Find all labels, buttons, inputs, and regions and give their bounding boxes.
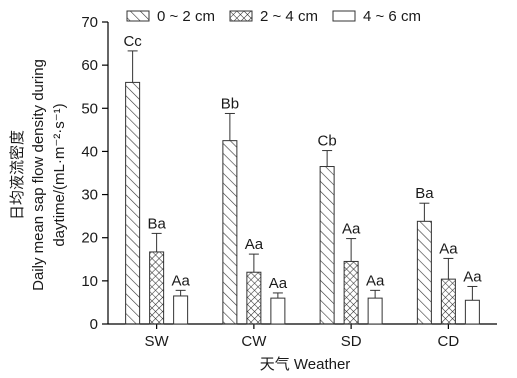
y-ticks: 0 10 20 30 40 50 60 70 — [81, 14, 108, 333]
bar — [440, 278, 456, 325]
significance-label: Ba — [415, 185, 434, 202]
x-tick-label: SW — [145, 333, 170, 350]
bar — [464, 299, 480, 325]
bar — [222, 140, 238, 325]
significance-label: Aa — [463, 268, 482, 285]
legend-label: 2 ~ 4 cm — [260, 8, 318, 25]
y-tick-label: 60 — [81, 57, 98, 74]
bar — [319, 166, 335, 325]
legend-swatch — [126, 10, 150, 22]
legend-label: 0 ~ 2 cm — [157, 8, 215, 25]
bar — [343, 260, 359, 325]
x-tick-label: CD — [438, 333, 460, 350]
legend-swatch — [229, 10, 253, 22]
bar — [125, 81, 141, 325]
significance-label: Cc — [123, 33, 142, 50]
significance-label: Aa — [171, 272, 190, 289]
bar — [246, 271, 262, 325]
x-tick-label: SD — [341, 333, 362, 350]
bar — [270, 297, 286, 325]
y-axis-title-en-line1: Daily mean sap flow density during — [30, 59, 47, 291]
legend-label: 4 ~ 6 cm — [363, 8, 421, 25]
legend-swatch — [332, 10, 356, 22]
y-tick-label: 30 — [81, 187, 98, 204]
y-axis-title-en-line2: daytime/(mL·m⁻²·s⁻¹) — [51, 103, 68, 246]
significance-label: Aa — [342, 221, 361, 238]
y-tick-label: 70 — [81, 14, 98, 31]
significance-label: Bb — [221, 95, 239, 112]
bars: Cc Ba Aa Bb Aa Aa Cb Aa Aa Ba Aa Aa — [123, 33, 482, 325]
y-tick-label: 0 — [90, 316, 98, 333]
y-tick-label: 20 — [81, 230, 98, 247]
x-tick-label: CW — [241, 333, 267, 350]
significance-label: Aa — [366, 272, 385, 289]
legend: 0 ~ 2 cm 2 ~ 4 cm 4 ~ 6 cm — [126, 8, 421, 25]
significance-label: Aa — [269, 275, 288, 292]
bar — [416, 220, 432, 325]
bar — [367, 297, 383, 325]
significance-label: Cb — [318, 133, 337, 150]
significance-label: Aa — [245, 236, 264, 253]
bar — [173, 295, 189, 325]
y-axis-title: 日均液流密度 Daily mean sap flow density durin… — [9, 59, 68, 291]
y-tick-label: 40 — [81, 143, 98, 160]
y-tick-label: 50 — [81, 100, 98, 117]
plot-area: 0 10 20 30 40 50 60 70 SW CW SD CD Cc Ba Aa Bb Aa Aa Cb A… — [81, 14, 497, 350]
x-ticks: SW CW SD CD — [145, 324, 460, 350]
x-axis-title: 天气 Weather — [260, 356, 351, 373]
bar — [149, 251, 165, 325]
y-axis-title-cn: 日均液流密度 — [9, 130, 26, 220]
significance-label: Ba — [147, 215, 166, 232]
significance-label: Aa — [439, 240, 458, 257]
y-tick-label: 10 — [81, 273, 98, 290]
